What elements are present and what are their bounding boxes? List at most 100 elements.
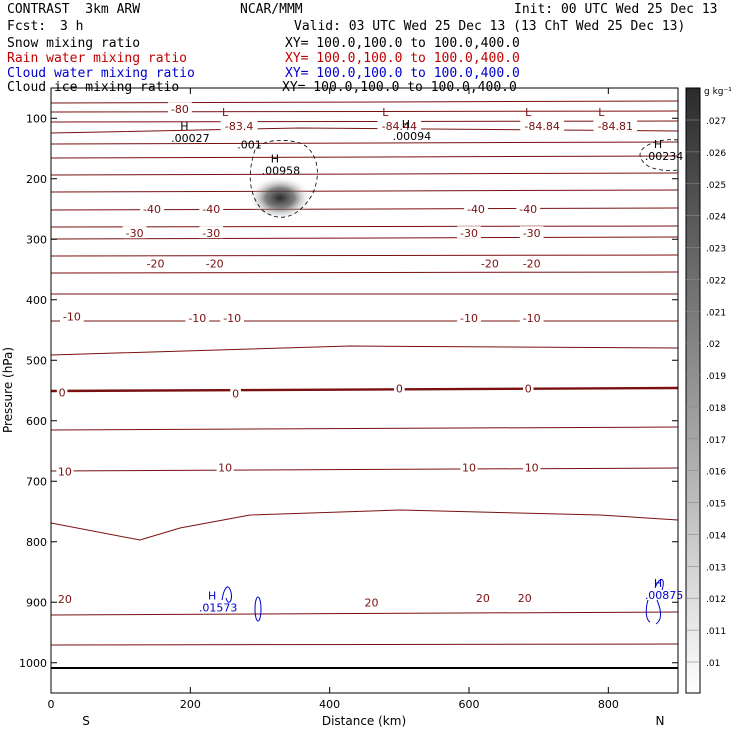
contour-label: -30 [523,227,541,240]
field-name-cloud-water: Cloud water mixing ratio [7,66,195,81]
contour-label: -10 [63,311,81,324]
contour-label: -30 [460,227,478,240]
contour-label-bg-8 [516,202,541,214]
x-axis-south-label: S [82,714,90,728]
colorbar-label: .018 [706,404,726,414]
forecast-hour: 3 h [60,19,84,34]
contour-label: 10 [462,461,476,474]
contour-label-bg-19 [220,310,245,323]
contour-label-bg-24 [394,381,405,394]
contour-label-bg-16 [519,256,544,269]
contour-label: 20 [518,592,532,605]
contour-label: -40 [467,203,485,216]
contour-label-bg-20 [457,310,481,323]
colorbar-label: .011 [706,627,726,637]
isotherm-zero [51,386,678,393]
x-tick-label: 0 [48,698,55,711]
cloud-water-contour [645,579,664,625]
contour-label: -20 [206,257,224,270]
chart-title: CONTRAST 3km ARW [7,2,141,17]
contour-label-bg-3 [520,119,564,132]
extremum-value: .00027 [171,132,210,145]
contour-label: -84.84 [524,120,559,133]
contour-label: 0 [525,383,532,396]
x-axis-label: Distance (km) [322,714,406,728]
forecast-label: Fcst: [7,19,47,34]
y-tick-label: 200 [26,173,47,186]
contour-label-bg-18 [185,310,210,323]
field-xy-cloud-water: XY= 100.0,100.0 to 100.0,400.0 [285,66,520,81]
high-marker: H [654,577,662,590]
cloud-water-contour [254,596,262,622]
colorbar-label: .022 [706,276,726,286]
isotherm-18 [51,467,678,472]
contour-label-bg-29 [523,460,541,473]
contour-label: 0 [232,388,239,401]
extremum-value: .00875 [645,589,684,602]
contour-label: -30 [202,227,220,240]
extremum-value: .01573 [199,602,238,615]
low-marker: L [525,106,532,119]
colorbar-unit: g kg⁻¹ [704,87,732,97]
snow-maximum-shading [248,176,312,220]
x-tick-label: 400 [319,698,340,711]
center-label: NCAR/MMM [240,2,303,17]
cloud-ice-contour-edge [639,139,678,171]
isotherm-4 [51,141,678,145]
colorbar-label: .025 [706,181,726,191]
x-axis: 0 200 400 600 800 [48,88,619,711]
isotherm-12 [51,271,678,274]
contour-label: 10 [525,461,539,474]
extremum-value: .001 [237,139,262,152]
contour-label: -10 [188,312,206,325]
high-marker: H [271,153,279,166]
colorbar-label: .012 [706,595,726,605]
x-axis-north-label: N [656,714,665,728]
contour-label-bg-33 [516,591,534,604]
colorbar-label: .026 [706,149,726,159]
temperature-contours [51,100,678,669]
low-marker: L [222,106,229,119]
contour-label-bg-22 [56,385,68,398]
contour-label-bg-0 [167,102,192,115]
high-marker: H [180,120,188,133]
isotherm-17 [51,426,678,431]
field-name-snow: Snow mixing ratio [7,36,141,51]
contour-label: -10 [523,312,541,325]
contour-label: -84.44 [382,120,417,133]
y-axis-label: Pressure (hPa) [1,347,15,433]
contour-label-bg-11 [457,226,481,239]
mixing-ratio-features [221,139,678,625]
contour-label: 10 [218,461,232,474]
contour-label: 0 [396,383,403,396]
colorbar-label: .021 [706,308,726,318]
contour-label: -30 [126,227,144,240]
high-marker: H [208,590,216,603]
contour-label: -84.81 [598,120,633,133]
contour-label: -40 [143,203,161,216]
contour-label-bg-26 [56,464,74,477]
colorbar-label: .015 [706,500,726,510]
contour-label: 10 [58,466,72,479]
contour-label: -40 [519,203,537,216]
cloud-water-contour [221,586,232,603]
isotherm-21 [51,643,678,646]
contour-label: -10 [460,312,478,325]
field-xy-snow: XY= 100.0,100.0 to 100.0,400.0 [285,36,520,51]
extremum-value: .00958 [262,165,301,178]
colorbar-label: .016 [706,468,726,478]
isotherm-20 [51,611,678,616]
colorbar-label: .027 [706,117,726,127]
contour-label-bg-31 [362,595,381,608]
colorbar-label: .017 [706,436,726,446]
x-tick-label: 200 [180,698,201,711]
contour-label-bg-30 [56,592,74,605]
contour-label-bg-15 [478,256,502,269]
field-name-rain: Rain water mixing ratio [7,51,188,66]
contour-label-bg-13 [143,256,168,269]
contour-label-bg-32 [474,591,492,604]
contour-label-bg-5 [140,202,164,214]
contour-label-bg-2 [377,119,422,132]
colorbar-label: .013 [706,563,726,573]
